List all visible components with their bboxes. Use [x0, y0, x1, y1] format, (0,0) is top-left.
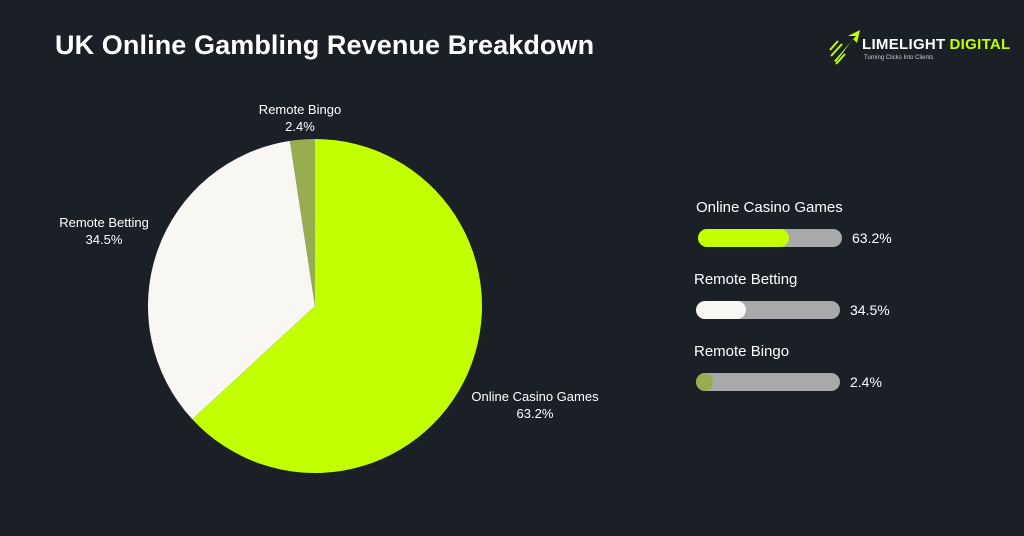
- legend: Online Casino Games 63.2% Remote Betting 34…: [694, 198, 934, 414]
- chart-title: UK Online Gambling Revenue Breakdown: [55, 30, 595, 60]
- pie-label-value: 34.5%: [85, 232, 123, 247]
- pie-label-value: 2.4%: [285, 119, 315, 134]
- pie-label-bingo: Remote Bingo 2.4%: [259, 101, 341, 135]
- logo-word-2: DIGITAL: [949, 36, 1011, 53]
- legend-percent: 2.4%: [850, 374, 882, 390]
- pie-slice-betting: [147, 140, 315, 420]
- pie-slice-casino: [192, 139, 482, 473]
- legend-bar-track: [698, 229, 842, 247]
- legend-item-casino: Online Casino Games 63.2%: [696, 198, 934, 270]
- pie-label-betting: Remote Betting 34.5%: [59, 214, 149, 248]
- legend-label: Remote Betting: [694, 271, 798, 288]
- legend-percent: 63.2%: [852, 230, 892, 246]
- logo-wordmark: LIMELIGHT DIGITAL: [862, 36, 1011, 53]
- pie-label-value: 63.2%: [516, 406, 554, 421]
- pie-label-casino: Online Casino Games 63.2%: [471, 388, 598, 422]
- legend-item-betting: Remote Betting 34.5%: [694, 270, 934, 342]
- pie-slice-bingo: [289, 139, 315, 306]
- legend-bar-fill: [698, 229, 789, 247]
- legend-item-bingo: Remote Bingo 2.4%: [694, 342, 934, 414]
- legend-label: Online Casino Games: [696, 199, 843, 216]
- pie-label-name: Remote Bingo: [258, 102, 342, 117]
- pie-chart: [147, 139, 482, 473]
- legend-bar-fill: [696, 373, 714, 391]
- logo-word-1: LIMELIGHT: [862, 36, 946, 53]
- brand-logo: LIMELIGHT DIGITAL Turning Clicks Into Cli…: [826, 26, 1010, 70]
- legend-bar-fill: [696, 301, 746, 319]
- pie-label-name: Remote Betting: [59, 215, 149, 230]
- rocket-arrow-icon: [829, 30, 860, 65]
- legend-bar-track: [696, 373, 840, 391]
- pie-label-name: Online Casino Games: [471, 389, 599, 404]
- legend-label: Remote Bingo: [694, 343, 790, 360]
- logo-tagline: Turning Clicks Into Clients: [864, 55, 934, 61]
- legend-bar-track: [696, 301, 840, 319]
- legend-percent: 34.5%: [850, 302, 890, 318]
